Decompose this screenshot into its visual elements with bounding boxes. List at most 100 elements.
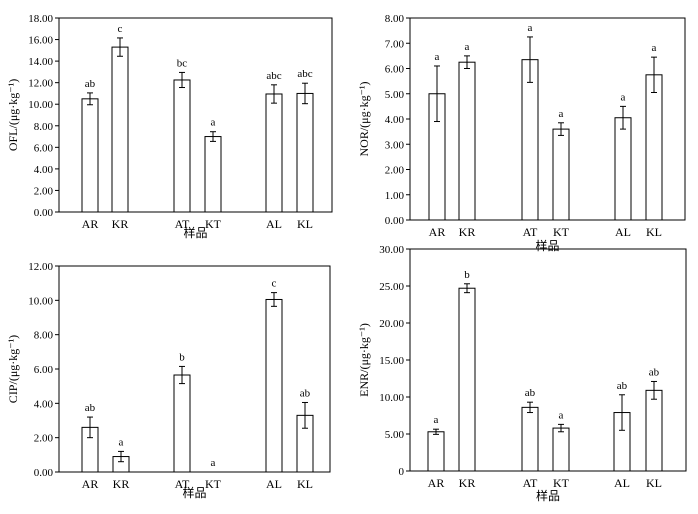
y-tick-label: 6.00 — [34, 364, 54, 376]
y-tick-label: 30.00 — [379, 244, 404, 256]
y-axis-title: CIP/(μg·kg⁻¹) — [6, 335, 20, 403]
significance-label: a — [559, 409, 564, 421]
significance-label: b — [179, 351, 185, 363]
bar-kr — [458, 287, 476, 472]
bar-kl — [296, 92, 314, 213]
x-tick-label: KT — [553, 225, 570, 239]
significance-label: a — [652, 42, 657, 54]
chart-panel-0: 0.00 2.00 4.00 6.00 8.00 10.00 12.00 14.00 16.00… — [6, 13, 333, 240]
chart-panel-2: 0.00 2.00 4.00 6.00 8.00 10.00 12.00 ab AR a KR b AT… — [6, 261, 331, 500]
y-tick-label: 12.00 — [28, 78, 53, 90]
x-tick-label: AR — [429, 225, 446, 239]
bar-at — [173, 374, 191, 473]
x-tick-label: AL — [615, 225, 631, 239]
bar-ar — [81, 98, 99, 213]
y-tick-label: 12.00 — [28, 261, 53, 273]
y-tick-label: 1.00 — [385, 190, 405, 202]
x-tick-label: KL — [297, 217, 313, 231]
significance-label: a — [528, 22, 533, 34]
y-tick-label: 25.00 — [379, 281, 404, 293]
y-axis-title: OFL/(μg·kg⁻¹) — [6, 79, 20, 151]
x-tick-label: KL — [646, 476, 662, 490]
x-tick-label: AT — [175, 217, 190, 231]
plot-frame — [409, 248, 687, 472]
y-tick-label: 2.00 — [34, 433, 54, 445]
x-tick-label: KR — [459, 225, 476, 239]
y-tick-label: 0.00 — [385, 215, 405, 227]
chart-panel-1: 0.00 1.00 2.00 3.00 4.00 5.00 6.00 7.00 8.00 a AR a… — [357, 13, 686, 253]
x-tick-label: AT — [175, 477, 190, 491]
x-tick-label: AR — [428, 476, 445, 490]
y-tick-label: 15.00 — [379, 355, 404, 367]
significance-label: abc — [266, 70, 281, 82]
x-tick-label: KT — [553, 476, 570, 490]
y-tick-label: 4.00 — [34, 164, 54, 176]
significance-label: a — [559, 108, 564, 120]
plot-frame — [409, 17, 686, 221]
y-axis-title: ENR/(μg·kg⁻¹) — [357, 323, 371, 397]
y-axis-title: NOR/(μg·kg⁻¹) — [357, 81, 371, 156]
significance-label: ab — [85, 402, 96, 414]
y-tick-label: 4.00 — [385, 114, 405, 126]
y-tick-label: 4.00 — [34, 398, 54, 410]
significance-label: a — [621, 91, 626, 103]
significance-label: ab — [649, 366, 660, 378]
significance-label: a — [434, 414, 439, 426]
bar-kl — [645, 74, 663, 221]
x-tick-label: AR — [82, 217, 99, 231]
y-tick-label: 5.00 — [385, 89, 405, 101]
x-axis-title: 样品 — [536, 488, 560, 503]
plot-frame — [58, 265, 331, 473]
x-tick-label: AL — [266, 477, 282, 491]
x-tick-label: KR — [112, 217, 129, 231]
significance-label: ab — [525, 387, 536, 399]
significance-label: c — [118, 23, 123, 35]
significance-label: a — [211, 457, 216, 469]
y-tick-label: 10.00 — [28, 99, 53, 111]
x-tick-label: AR — [82, 477, 99, 491]
significance-label: b — [464, 269, 470, 281]
bar-al — [265, 298, 283, 473]
y-tick-label: 8.00 — [34, 121, 54, 133]
y-tick-label: 7.00 — [385, 38, 405, 50]
y-tick-label: 6.00 — [385, 64, 405, 76]
bar-at — [521, 59, 539, 221]
bar-kr — [111, 46, 129, 213]
x-tick-label: AL — [266, 217, 282, 231]
bar-ar — [427, 431, 445, 472]
significance-label: c — [272, 278, 277, 290]
x-tick-label: AT — [523, 476, 538, 490]
y-tick-label: 2.00 — [385, 165, 405, 177]
x-axis-title: 样品 — [182, 485, 206, 500]
x-tick-label: AL — [614, 476, 630, 490]
significance-label: a — [465, 41, 470, 53]
bar-kt — [552, 427, 570, 472]
bar-at — [173, 79, 191, 213]
significance-label: abc — [297, 68, 312, 80]
bar-at — [521, 406, 539, 472]
x-tick-label: KL — [297, 477, 313, 491]
y-tick-label: 3.00 — [385, 139, 405, 151]
y-tick-label: 6.00 — [34, 142, 54, 154]
plot-frame — [58, 17, 333, 213]
y-tick-label: 16.00 — [28, 35, 53, 47]
bar-kt — [552, 128, 570, 221]
x-tick-label: KR — [459, 476, 476, 490]
y-tick-label: 8.00 — [34, 330, 54, 342]
x-axis-title: 样品 — [183, 225, 207, 240]
x-tick-label: KT — [205, 217, 222, 231]
y-tick-label: 0.00 — [34, 207, 54, 219]
y-tick-label: 0 — [399, 466, 405, 478]
bar-kl — [645, 389, 663, 472]
y-tick-label: 0.00 — [34, 467, 54, 479]
y-tick-label: 20.00 — [379, 318, 404, 330]
y-tick-label: 5.00 — [385, 429, 405, 441]
y-tick-label: 10.00 — [379, 392, 404, 404]
significance-label: a — [435, 51, 440, 63]
x-tick-label: KL — [646, 225, 662, 239]
bar-al — [265, 93, 283, 213]
y-tick-label: 8.00 — [385, 13, 405, 25]
significance-label: ab — [300, 387, 311, 399]
bar-al — [614, 117, 632, 221]
